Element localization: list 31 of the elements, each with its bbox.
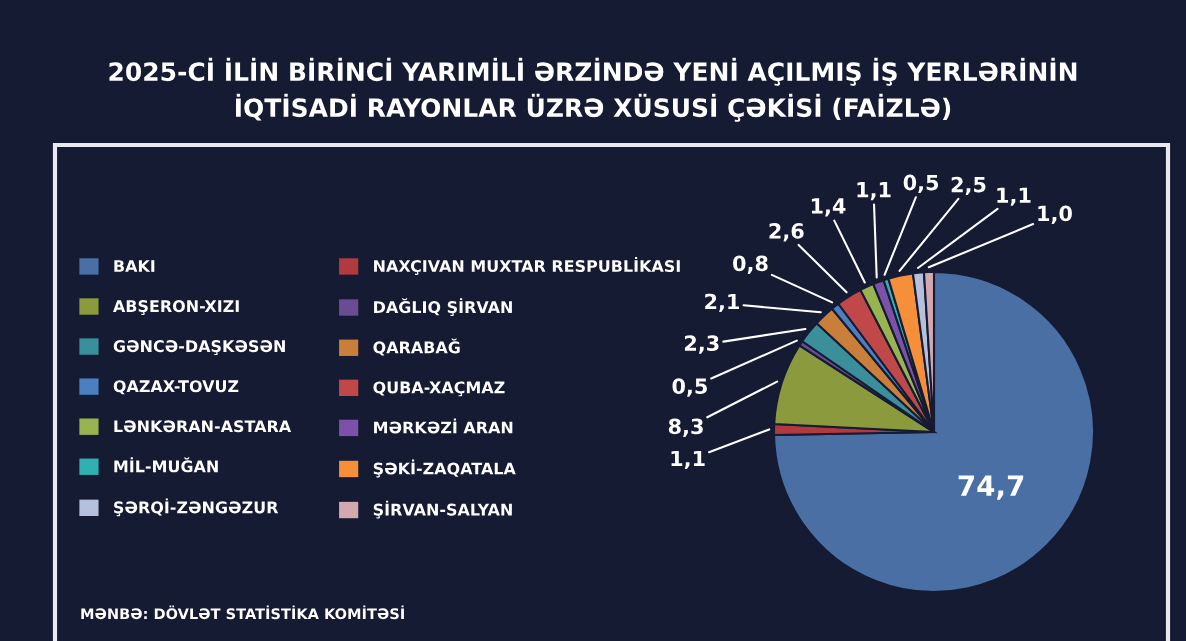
legend-label: MƏRKƏZİ ARAN (374, 418, 513, 434)
data-label: 0,5 (903, 174, 939, 194)
legend-label: LƏNKƏRAN-ASTARA (114, 420, 292, 433)
data-label: 1,0 (1038, 205, 1072, 224)
legend-label: ŞƏKİ-ZAQATALA (373, 459, 516, 478)
legend-label: BAKI (114, 260, 155, 272)
data-label: 1,1 (857, 182, 891, 201)
legend-label: ŞƏRQİ-ZƏNGƏZUR (114, 498, 279, 517)
data-label: 0,5 (672, 378, 707, 397)
legend-label: QUBA-XAÇMAZ (373, 381, 505, 397)
data-label: 2,5 (951, 176, 986, 196)
legend-label: QAZAX-TOVUZ (113, 380, 239, 395)
data-label: 0,8 (733, 255, 768, 274)
data-label: 2,3 (684, 335, 719, 354)
legend-label: QARABAĞ (373, 338, 460, 356)
data-label: 8,3 (668, 418, 703, 437)
legend-label: DAĞLIQ ŞİRVAN (374, 298, 512, 317)
legend-label: NAXÇIVAN MUXTAR RESPUBLİKASI (374, 257, 680, 275)
text: MƏNBƏ: DÖVLƏT STATİSTİKA KOMİTƏSİ (81, 605, 404, 620)
legend-label: MİL-MUĞAN (114, 457, 218, 473)
data-label: 74,7 (958, 475, 1024, 500)
legend-label: ABŞERON-XIZI (112, 300, 239, 316)
data-label: 1,4 (811, 198, 846, 217)
chart-title: 2025-Cİ İLİN BİRİNCİ YARIMİLİ ƏRZİNDƏ YENİ AÇILMIŞ İŞ YERLƏRİNİN İQTİSADİ RAYONLAR ÜZRƏ XÜSUSİ ÇƏKİSİ (FAİZLƏ) (109, 57, 1077, 122)
legend-label: ŞİRVAN-SALYAN (373, 500, 512, 519)
data-label: 2,1 (705, 293, 739, 313)
data-label: 2,6 (769, 223, 804, 242)
data-label: 1,1 (671, 450, 705, 470)
data-label: 1,1 (997, 187, 1031, 206)
pie-slice (772, 270, 1096, 594)
legend-label: GƏNCƏ-DAŞKƏSƏN (113, 340, 285, 356)
